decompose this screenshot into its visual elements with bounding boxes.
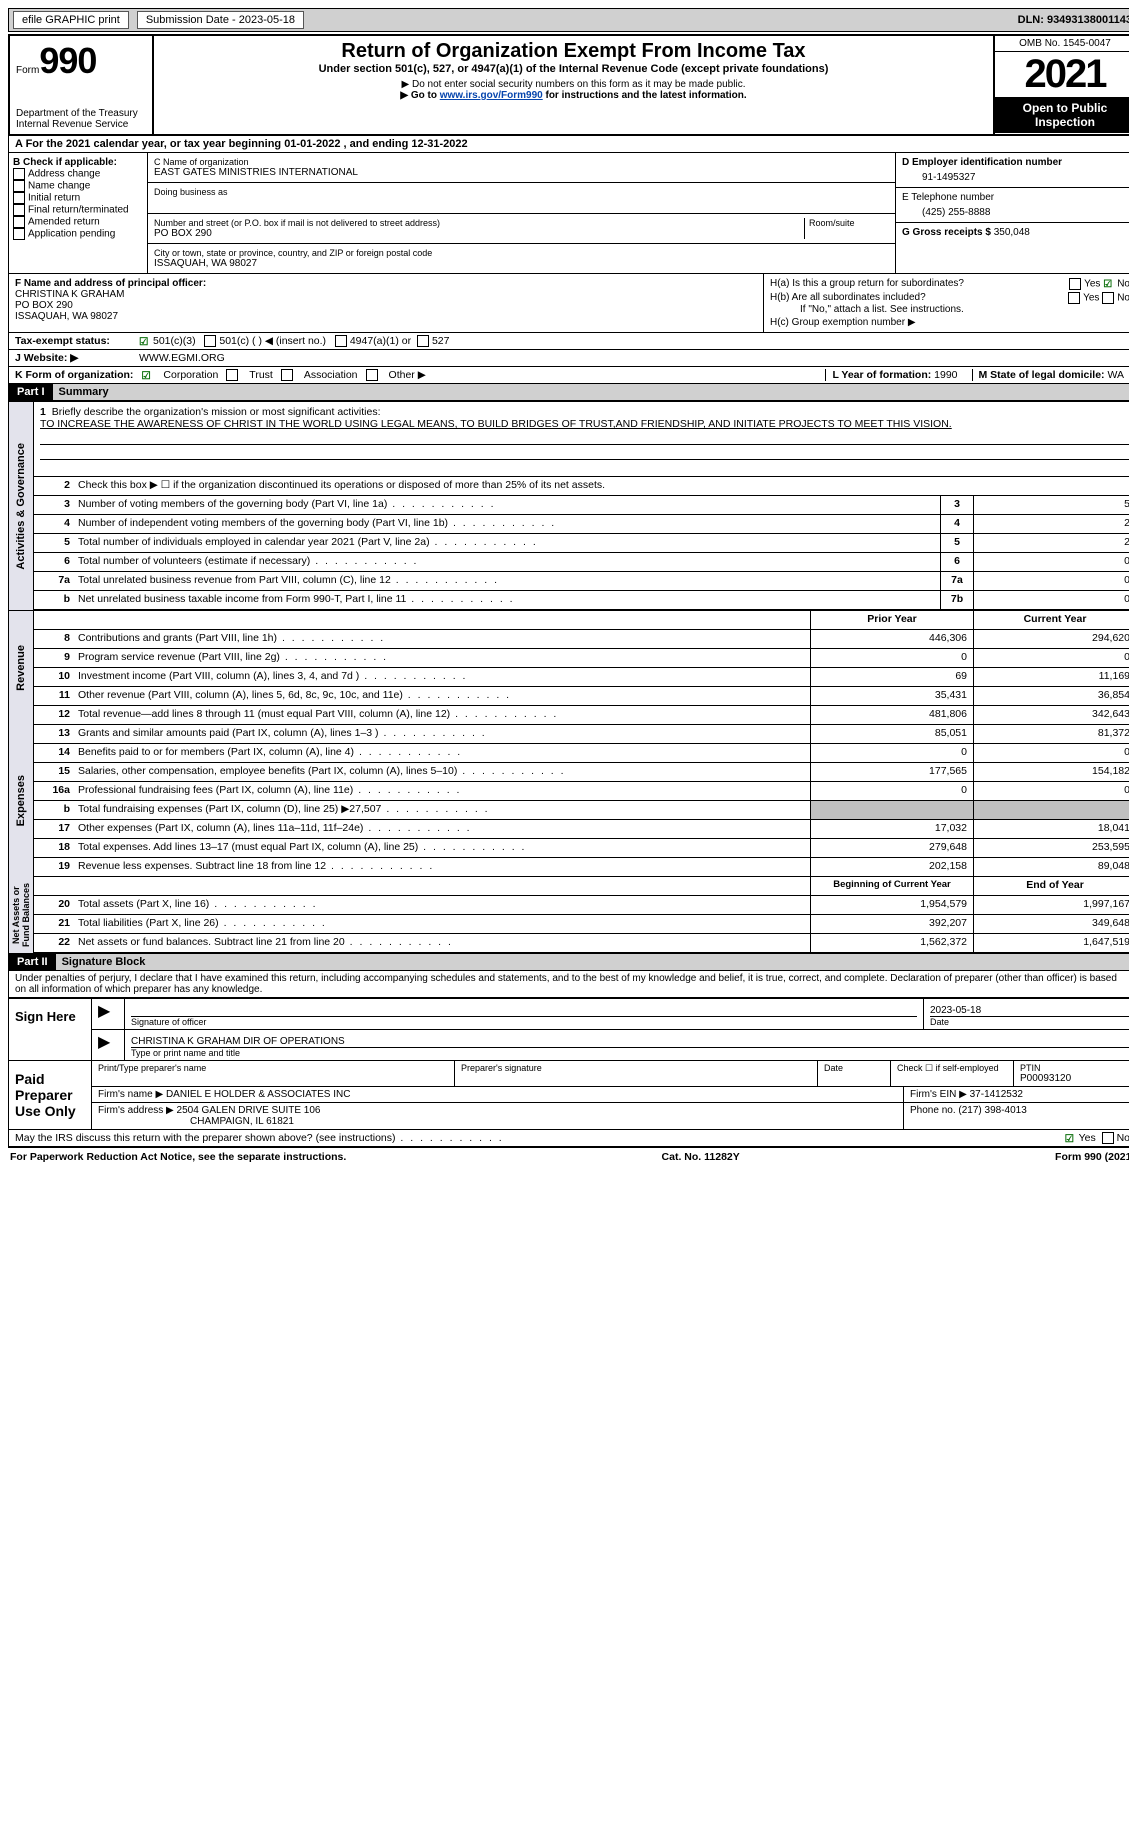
form-title: Return of Organization Exempt From Incom… [160,40,987,63]
summary-row-15: 15Salaries, other compensation, employee… [34,763,1129,782]
summary-row-16a: 16aProfessional fundraising fees (Part I… [34,782,1129,801]
summary-row-14: 14Benefits paid to or for members (Part … [34,744,1129,763]
ha-no-checkbox[interactable]: ☑ [1103,279,1114,290]
form-number: Form990 [16,40,146,82]
summary-row-18: 18Total expenses. Add lines 13–17 (must … [34,839,1129,858]
summary-row-22: 22Net assets or fund balances. Subtract … [34,934,1129,953]
checkbox-application-pending[interactable]: Application pending [13,228,143,240]
summary-row-5: 5Total number of individuals employed in… [34,534,1129,553]
dln-text: DLN: 93493138001143 [1018,14,1129,26]
form-org-row: K Form of organization: ☑Corporation Tru… [8,367,1129,384]
block-b: B Check if applicable: Address changeNam… [9,153,148,273]
form-subtitle: Under section 501(c), 527, or 4947(a)(1)… [160,63,987,75]
hb-no-checkbox[interactable] [1102,292,1114,304]
ha-yes-checkbox[interactable] [1069,278,1081,290]
officer-name-title: CHRISTINA K GRAHAM DIR OF OPERATIONS [131,1036,1129,1047]
summary-row-3: 3Number of voting members of the governi… [34,496,1129,515]
summary-row-12: 12Total revenue—add lines 8 through 11 (… [34,706,1129,725]
summary-row-4: 4Number of independent voting members of… [34,515,1129,534]
ptin: P00093120 [1020,1073,1129,1084]
org-address: PO BOX 290 [154,228,804,239]
ein: 91-1495327 [902,172,1129,183]
summary-row-11: 11Other revenue (Part VIII, column (A), … [34,687,1129,706]
line-a: A For the 2021 calendar year, or tax yea… [8,136,1129,153]
checkbox-address-change[interactable]: Address change [13,168,143,180]
submission-button[interactable]: Submission Date - 2023-05-18 [137,11,304,29]
block-d: D Employer identification number 91-1495… [896,153,1129,273]
telephone: (425) 255-8888 [902,207,1129,218]
irs-label: Internal Revenue Service [16,119,146,130]
summary-row-13: 13Grants and similar amounts paid (Part … [34,725,1129,744]
irs-link[interactable]: www.irs.gov/Form990 [440,90,543,101]
omb-number: OMB No. 1545-0047 [995,36,1129,52]
expenses-section: Expenses 13Grants and similar amounts pa… [8,725,1129,877]
firm-name: DANIEL E HOLDER & ASSOCIATES INC [166,1089,351,1100]
hb-yes-checkbox[interactable] [1068,292,1080,304]
officer-name: CHRISTINA K GRAHAM [15,289,124,300]
summary-row-7a: 7aTotal unrelated business revenue from … [34,572,1129,591]
note-ssn: ▶ Do not enter social security numbers o… [160,79,987,90]
checkbox-amended-return[interactable]: Amended return [13,216,143,228]
footer: For Paperwork Reduction Act Notice, see … [8,1147,1129,1166]
part1-header: Part I [9,384,53,401]
dept-treasury: Department of the Treasury [16,108,146,119]
firm-phone: (217) 398-4013 [958,1105,1026,1116]
summary-row-8: 8Contributions and grants (Part VIII, li… [34,630,1129,649]
part1-title: Summary [53,384,1129,401]
revenue-section: Revenue Prior Year Current Year 8Contrib… [8,610,1129,725]
summary-row-21: 21Total liabilities (Part X, line 26)392… [34,915,1129,934]
summary-row-20: 20Total assets (Part X, line 16)1,954,57… [34,896,1129,915]
sign-here-block: Sign Here ▶ Signature of officer 2023-05… [8,999,1129,1061]
form-header: Form990 Department of the Treasury Inter… [8,34,1129,136]
activities-governance: Activities & Governance 1 Briefly descri… [8,402,1129,610]
paid-preparer-block: Paid Preparer Use Only Print/Type prepar… [8,1061,1129,1130]
website-url: WWW.EGMI.ORG [139,352,225,364]
net-assets-section: Net Assets or Fund Balances Beginning of… [8,877,1129,954]
gross-receipts: 350,048 [994,227,1030,238]
discuss-no-check[interactable] [1102,1132,1114,1144]
discuss-row: May the IRS discuss this return with the… [8,1130,1129,1147]
discuss-yes-check[interactable]: ☑ [1065,1133,1076,1144]
org-city: ISSAQUAH, WA 98027 [154,258,889,269]
summary-row-9: 9Program service revenue (Part VIII, lin… [34,649,1129,668]
website-row: J Website: ▶ WWW.EGMI.ORG [8,350,1129,367]
open-public: Open to Public Inspection [995,97,1129,133]
blocks-bcd: B Check if applicable: Address changeNam… [8,153,1129,274]
blocks-fh: F Name and address of principal officer:… [8,274,1129,333]
declaration: Under penalties of perjury, I declare th… [9,971,1129,998]
sig-date: 2023-05-18 [930,1005,1129,1016]
top-bar: efile GRAPHIC print Submission Date - 20… [8,8,1129,32]
firm-ein: 37-1412532 [970,1089,1023,1100]
note-goto: ▶ Go to www.irs.gov/Form990 for instruct… [160,90,987,101]
checkbox-final-return-terminated[interactable]: Final return/terminated [13,204,143,216]
summary-row-7b: bNet unrelated business taxable income f… [34,591,1129,610]
part2-header: Part II [9,954,56,971]
summary-row-17: 17Other expenses (Part IX, column (A), l… [34,820,1129,839]
mission-text: TO INCREASE THE AWARENESS OF CHRIST IN T… [40,418,952,430]
summary-row-6: 6Total number of volunteers (estimate if… [34,553,1129,572]
part2-title: Signature Block [56,954,1129,971]
summary-row-19: 19Revenue less expenses. Subtract line 1… [34,858,1129,877]
org-name: EAST GATES MINISTRIES INTERNATIONAL [154,167,889,178]
501c3-check[interactable]: ☑ [139,336,150,347]
corp-check[interactable]: ☑ [141,370,152,381]
efile-button[interactable]: efile GRAPHIC print [13,11,129,29]
summary-row-b: bTotal fundraising expenses (Part IX, co… [34,801,1129,820]
checkbox-name-change[interactable]: Name change [13,180,143,192]
summary-row-10: 10Investment income (Part VIII, column (… [34,668,1129,687]
block-c: C Name of organization EAST GATES MINIST… [148,153,896,273]
tax-year: 2021 [995,52,1129,97]
checkbox-initial-return[interactable]: Initial return [13,192,143,204]
tax-exempt-row: Tax-exempt status: ☑ 501(c)(3) 501(c) ( … [8,333,1129,350]
